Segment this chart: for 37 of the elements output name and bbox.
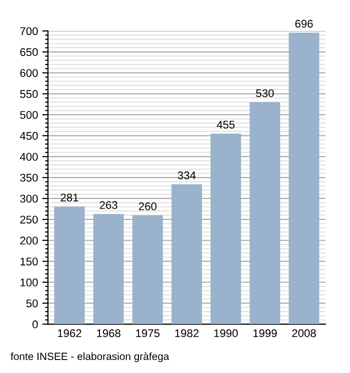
x-tick-label: 1975 bbox=[136, 329, 160, 338]
bar bbox=[93, 214, 124, 324]
y-tick-label: 350 bbox=[20, 174, 38, 182]
bar bbox=[288, 32, 320, 324]
y-tick-label: 0 bbox=[32, 320, 38, 328]
data-label: 263 bbox=[100, 201, 118, 210]
y-tick-label: 100 bbox=[20, 278, 38, 286]
y-tick-label: 600 bbox=[20, 69, 38, 77]
data-label: 334 bbox=[178, 171, 196, 180]
data-label: 455 bbox=[216, 120, 235, 129]
y-tick-label: 200 bbox=[20, 236, 38, 245]
y-tick-label: 50 bbox=[26, 299, 38, 308]
source-note: fonte INSEE - elaborasion gràfega bbox=[10, 352, 170, 362]
bar bbox=[210, 134, 242, 324]
y-tick-label: 550 bbox=[20, 90, 38, 98]
y-tick-label: 300 bbox=[20, 194, 38, 203]
x-tick-label: 1990 bbox=[214, 329, 238, 338]
bar bbox=[54, 206, 85, 324]
x-tick-label: 1982 bbox=[175, 329, 199, 338]
y-tick-label: 150 bbox=[20, 258, 38, 266]
y-tick-label: 400 bbox=[20, 152, 38, 161]
x-tick-label: 1968 bbox=[97, 329, 120, 338]
bar bbox=[171, 184, 202, 324]
y-tick-label: 250 bbox=[20, 216, 38, 224]
x-tick-label: 1962 bbox=[58, 329, 82, 338]
y-tick-label: 500 bbox=[20, 110, 38, 119]
y-tick-label: 650 bbox=[20, 48, 38, 56]
data-label: 281 bbox=[60, 194, 78, 202]
bar bbox=[250, 102, 280, 324]
x-tick-label: 1999 bbox=[253, 329, 277, 338]
data-label: 696 bbox=[295, 20, 313, 28]
y-tick-label: 700 bbox=[20, 27, 38, 36]
bar bbox=[132, 215, 163, 324]
y-tick-label: 450 bbox=[20, 132, 38, 140]
data-label: 260 bbox=[138, 202, 156, 210]
x-tick-label: 2008 bbox=[292, 329, 316, 338]
data-label: 530 bbox=[256, 89, 274, 98]
